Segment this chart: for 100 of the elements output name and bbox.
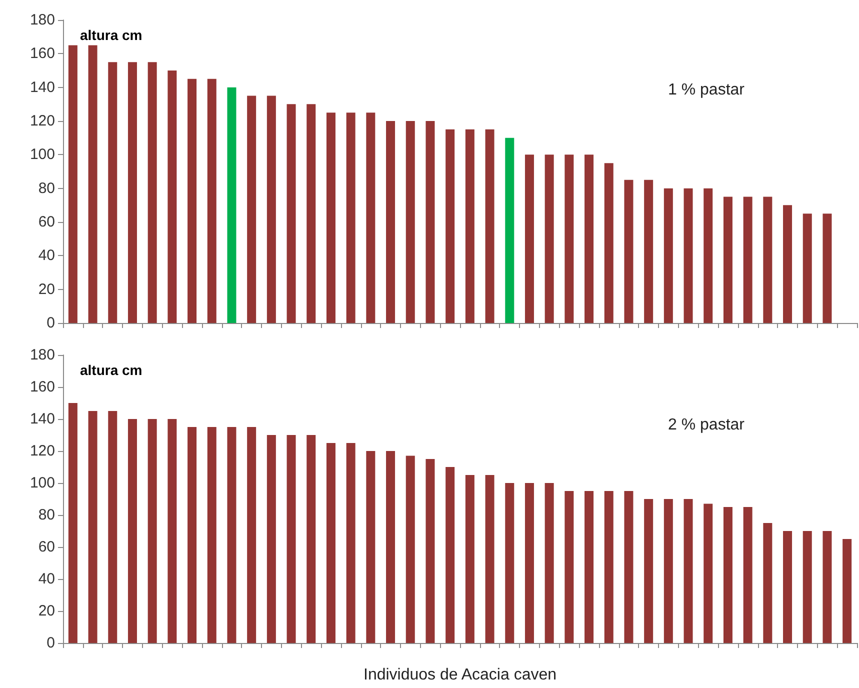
bar bbox=[783, 205, 792, 323]
bar bbox=[108, 62, 118, 323]
y-tick-label: 100 bbox=[30, 474, 55, 492]
bar bbox=[286, 435, 296, 643]
bar bbox=[168, 419, 177, 643]
bar bbox=[664, 188, 673, 323]
bar bbox=[485, 129, 494, 323]
bar bbox=[406, 456, 415, 643]
bar bbox=[664, 499, 673, 643]
bar bbox=[505, 138, 514, 323]
y-tick-label: 140 bbox=[30, 78, 55, 96]
bar bbox=[247, 427, 256, 643]
bar bbox=[148, 419, 157, 643]
y-tick-label: 0 bbox=[46, 314, 55, 332]
bar bbox=[88, 411, 98, 643]
bar bbox=[524, 154, 534, 323]
bar bbox=[406, 121, 415, 323]
bar bbox=[544, 154, 554, 323]
bar bbox=[188, 78, 197, 323]
bar bbox=[227, 427, 236, 643]
bar bbox=[266, 435, 276, 643]
bar bbox=[306, 435, 316, 643]
bar bbox=[684, 499, 693, 643]
y-tick-label: 120 bbox=[30, 442, 55, 460]
bar bbox=[326, 112, 336, 323]
bar bbox=[286, 104, 296, 323]
bar bbox=[148, 62, 157, 323]
y-axis-title: altura cm bbox=[80, 362, 142, 378]
y-tick-label: 0 bbox=[46, 634, 55, 652]
bar bbox=[207, 427, 216, 643]
bar bbox=[505, 483, 514, 643]
bar bbox=[446, 129, 455, 323]
annotation: 1 % pastar bbox=[668, 82, 746, 98]
y-tick-label: 20 bbox=[38, 280, 55, 298]
y-tick-label: 40 bbox=[38, 247, 55, 264]
bar bbox=[88, 45, 98, 323]
y-tick-label: 160 bbox=[30, 378, 55, 396]
bar bbox=[802, 531, 812, 643]
bar bbox=[822, 214, 832, 323]
y-tick-label: 120 bbox=[30, 112, 55, 130]
bar bbox=[306, 104, 316, 323]
bar bbox=[168, 70, 177, 323]
bar bbox=[544, 483, 554, 643]
y-tick-label: 180 bbox=[30, 346, 55, 364]
y-tick-label: 140 bbox=[30, 410, 55, 428]
bar bbox=[802, 214, 812, 323]
bar bbox=[446, 467, 455, 643]
y-tick-label: 80 bbox=[38, 506, 55, 524]
bar bbox=[644, 499, 654, 643]
bar bbox=[68, 45, 78, 323]
bar bbox=[624, 491, 634, 643]
bar bbox=[604, 491, 614, 643]
bar bbox=[426, 459, 435, 643]
y-tick-label: 60 bbox=[38, 214, 55, 230]
bar bbox=[68, 403, 78, 643]
bar bbox=[366, 112, 376, 323]
bar bbox=[584, 154, 594, 323]
bar bbox=[524, 483, 534, 643]
bar bbox=[426, 121, 435, 323]
y-axis-title: altura cm bbox=[80, 27, 142, 43]
bar bbox=[704, 504, 713, 643]
bar bbox=[485, 475, 494, 643]
bar bbox=[188, 427, 197, 643]
bar bbox=[247, 96, 256, 323]
bar bbox=[128, 419, 137, 643]
bar bbox=[743, 196, 752, 323]
y-tick-label: 60 bbox=[38, 538, 55, 556]
bar bbox=[227, 87, 236, 323]
y-tick-label: 20 bbox=[38, 602, 55, 620]
bar bbox=[723, 196, 732, 323]
bar bbox=[604, 163, 614, 323]
x-axis-title: Individuos de Acacia caven bbox=[363, 666, 557, 684]
bar bbox=[386, 121, 396, 323]
bar bbox=[584, 491, 594, 643]
bar bbox=[386, 451, 396, 643]
bar bbox=[743, 507, 752, 643]
bar bbox=[266, 96, 276, 323]
y-tick-label: 180 bbox=[30, 12, 55, 28]
y-tick-label: 40 bbox=[38, 570, 55, 588]
bar bbox=[842, 539, 852, 643]
bar bbox=[346, 443, 356, 643]
bar bbox=[564, 154, 574, 323]
y-tick-label: 80 bbox=[38, 180, 55, 197]
bar bbox=[128, 62, 137, 323]
bar bbox=[644, 180, 654, 323]
bar bbox=[465, 129, 474, 323]
bar bbox=[704, 188, 713, 323]
bar bbox=[366, 451, 376, 643]
annotation: 2 % pastar bbox=[668, 416, 746, 434]
bar bbox=[624, 180, 634, 323]
bar bbox=[108, 411, 118, 643]
bar bbox=[684, 188, 693, 323]
bar bbox=[564, 491, 574, 643]
bar bbox=[326, 443, 336, 643]
bar bbox=[346, 112, 356, 323]
bar bbox=[723, 507, 732, 643]
y-tick-label: 100 bbox=[30, 146, 55, 164]
bar bbox=[207, 78, 216, 323]
y-tick-label: 160 bbox=[30, 45, 55, 62]
bar bbox=[822, 531, 832, 643]
